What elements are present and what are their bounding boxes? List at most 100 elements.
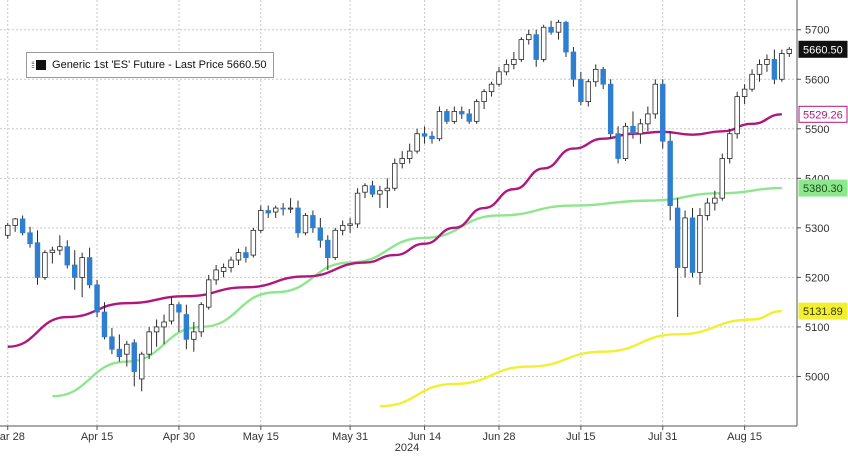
- candle: [280, 203, 286, 216]
- candle-body-up: [213, 269, 219, 281]
- candle: [198, 302, 204, 337]
- price-tag-box: [798, 302, 848, 320]
- x-tick-label: Apr 30: [163, 431, 195, 443]
- price-tag-ma100: 5380.30: [798, 179, 848, 197]
- candle-body-up: [57, 246, 63, 251]
- candle-body-down: [280, 207, 286, 210]
- candle: [540, 24, 547, 62]
- y-tick-label: 5500: [805, 124, 829, 136]
- candle-body-up: [697, 215, 703, 273]
- candle: [325, 235, 331, 270]
- candle-body-down: [674, 207, 681, 268]
- candle: [600, 66, 606, 90]
- candle-body-up: [339, 224, 346, 231]
- candle: [451, 106, 458, 124]
- candlesticks: [5, 19, 792, 392]
- candle-body-down: [466, 113, 472, 122]
- candle-body-up: [153, 326, 160, 333]
- candle-body-up: [712, 197, 718, 204]
- candle: [310, 210, 316, 233]
- candle-body-up: [49, 249, 56, 254]
- candle: [406, 143, 413, 164]
- candle-body-up: [220, 267, 227, 272]
- candle: [94, 279, 100, 318]
- candle: [27, 226, 33, 248]
- candle: [347, 217, 353, 233]
- candle-body-up: [362, 185, 368, 193]
- candle: [660, 79, 666, 149]
- candle-body-down: [459, 111, 465, 115]
- candle: [265, 205, 271, 218]
- x-tick-label: Jun 28: [482, 431, 515, 443]
- candle: [220, 263, 227, 278]
- candle-body-up: [406, 150, 413, 159]
- candle-body-up: [511, 59, 517, 65]
- candle-body-down: [317, 227, 324, 241]
- candle-body-up: [488, 83, 495, 93]
- legend-grip-icon: ⁞⁞: [31, 60, 35, 70]
- candle: [332, 227, 338, 261]
- candle-body-down: [600, 68, 606, 85]
- candle-body-down: [689, 217, 696, 273]
- candle-body-down: [94, 284, 100, 313]
- price-tag-label: 5660.50: [803, 44, 843, 56]
- candle-body-down: [72, 264, 78, 278]
- candle-body-down: [667, 140, 673, 206]
- candle: [570, 47, 577, 87]
- candle: [146, 326, 152, 360]
- candle: [526, 29, 532, 45]
- candle-body-up: [392, 163, 398, 189]
- candle: [19, 215, 26, 236]
- candle: [131, 339, 137, 387]
- candle: [674, 198, 681, 318]
- candle: [243, 246, 249, 263]
- horizontal-gridlines: [0, 29, 797, 377]
- candle: [689, 208, 696, 278]
- candle-body-down: [131, 342, 137, 372]
- candle-body-up: [749, 73, 755, 90]
- candle-body-up: [354, 192, 361, 225]
- candle-body-up: [481, 91, 487, 102]
- candle: [779, 49, 785, 82]
- candle: [317, 217, 324, 248]
- candle-body-up: [228, 259, 234, 268]
- y-tick-label: 5100: [805, 322, 829, 334]
- candle-body-down: [630, 125, 636, 135]
- candle: [771, 49, 778, 85]
- candle-body-down: [34, 242, 41, 278]
- candle-body-down: [265, 210, 271, 214]
- candle: [176, 302, 182, 332]
- candle: [533, 29, 539, 67]
- candle-body-up: [756, 63, 763, 75]
- candle-body-up: [258, 210, 264, 231]
- candle: [377, 185, 383, 209]
- candle-body-up: [5, 224, 11, 236]
- candle: [563, 20, 569, 57]
- candle: [503, 59, 510, 76]
- candle: [466, 108, 472, 124]
- candle-body-up: [377, 190, 383, 195]
- candle: [704, 198, 711, 221]
- candle: [191, 321, 197, 352]
- candle: [64, 240, 70, 269]
- candle: [756, 59, 763, 82]
- ma200-line: [379, 309, 782, 408]
- ma100-line: [52, 186, 782, 398]
- candle-body-down: [570, 51, 577, 80]
- price-tag-box: [798, 40, 848, 58]
- candle-body-up: [146, 331, 152, 355]
- y-tick-label: 5200: [805, 272, 829, 284]
- candle: [72, 250, 78, 290]
- candle: [444, 108, 450, 124]
- candle: [421, 126, 428, 144]
- candle: [57, 235, 63, 256]
- candle-body-up: [540, 26, 547, 60]
- candle: [250, 227, 257, 258]
- candle: [473, 99, 480, 124]
- candle-body-down: [369, 185, 376, 195]
- candle-body-down: [116, 348, 123, 358]
- candle-body-down: [295, 207, 301, 234]
- candle-body-up: [302, 215, 309, 234]
- candle: [161, 314, 167, 345]
